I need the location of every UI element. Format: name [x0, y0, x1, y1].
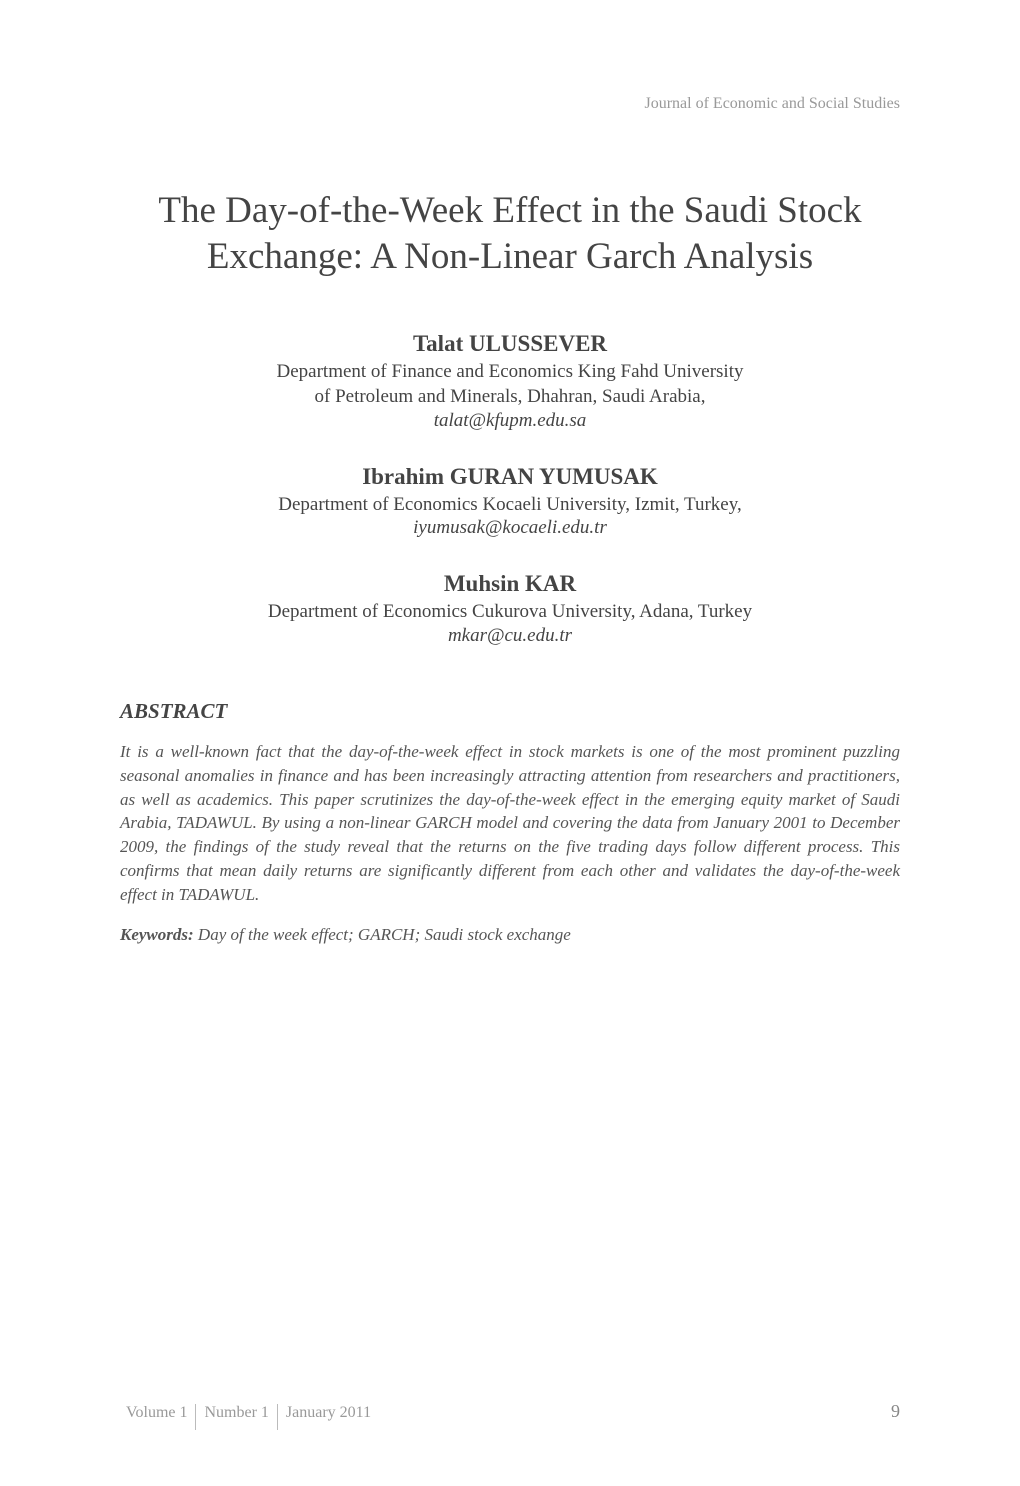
footer-issue-info: Volume 1 Number 1 January 2011: [120, 1404, 377, 1430]
footer-volume: Volume 1: [120, 1404, 193, 1422]
keywords-line: Keywords: Day of the week effect; GARCH;…: [120, 925, 900, 945]
footer-date: January 2011: [280, 1404, 377, 1422]
running-head: Journal of Economic and Social Studies: [120, 95, 900, 113]
page-number: 9: [891, 1401, 900, 1422]
footer-divider: [195, 1404, 196, 1430]
author-email: iyumusak@kocaeli.edu.tr: [120, 517, 900, 539]
author-block-1: Ibrahim GURAN YUMUSAK Department of Econ…: [120, 464, 900, 540]
author-affiliation-line: of Petroleum and Minerals, Dhahran, Saud…: [120, 384, 900, 410]
footer-divider: [277, 1404, 278, 1430]
author-email: talat@kfupm.edu.sa: [120, 410, 900, 432]
author-affiliation-line: Department of Finance and Economics King…: [120, 359, 900, 385]
footer-number: Number 1: [198, 1404, 274, 1422]
keywords-text: Day of the week effect; GARCH; Saudi sto…: [194, 925, 571, 944]
page-footer: Volume 1 Number 1 January 2011 9: [120, 1401, 900, 1430]
author-block-0: Talat ULUSSEVER Department of Finance an…: [120, 331, 900, 432]
author-affiliation-line: Department of Economics Cukurova Univers…: [120, 599, 900, 625]
author-name: Muhsin KAR: [120, 571, 900, 597]
page-title: The Day-of-the-Week Effect in the Saudi …: [120, 188, 900, 281]
author-block-2: Muhsin KAR Department of Economics Cukur…: [120, 571, 900, 647]
author-email: mkar@cu.edu.tr: [120, 625, 900, 647]
author-name: Ibrahim GURAN YUMUSAK: [120, 464, 900, 490]
abstract-body: It is a well-known fact that the day-of-…: [120, 740, 900, 907]
abstract-heading: ABSTRACT: [120, 699, 900, 724]
author-name: Talat ULUSSEVER: [120, 331, 900, 357]
keywords-label: Keywords:: [120, 925, 194, 944]
author-affiliation-line: Department of Economics Kocaeli Universi…: [120, 492, 900, 518]
